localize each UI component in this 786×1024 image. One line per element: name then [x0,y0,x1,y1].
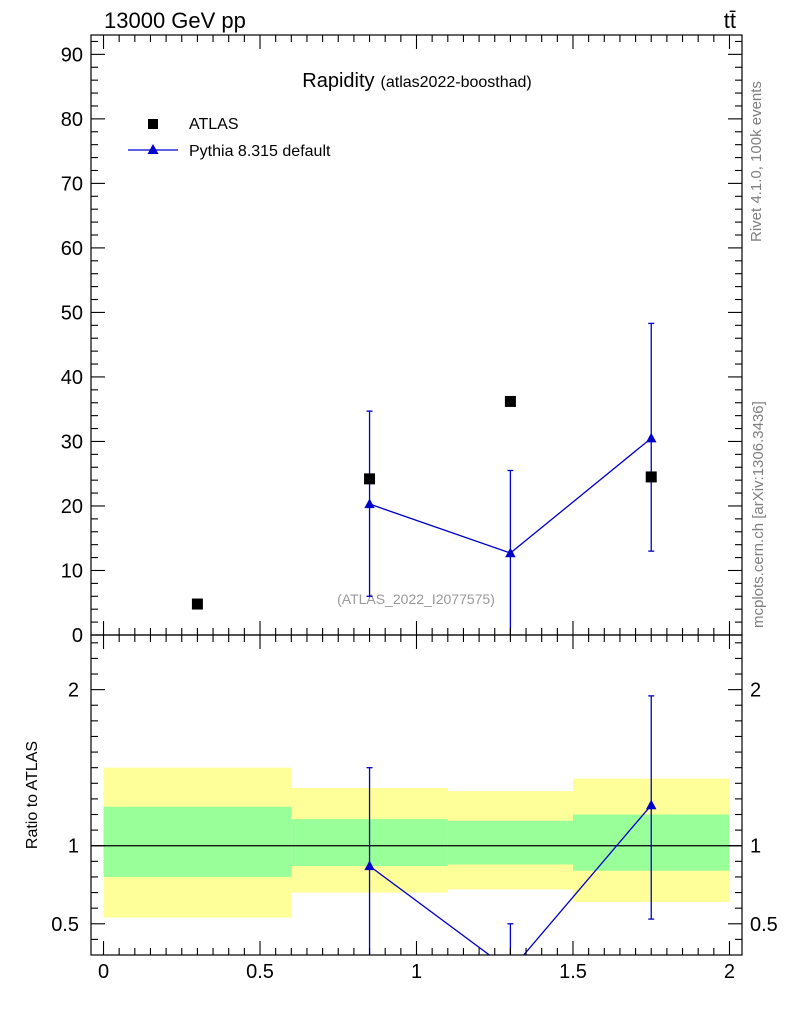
mc-point [364,498,375,509]
legend-atlas-label: ATLAS [189,116,239,133]
atlas-data-point [645,471,657,483]
mc-series [364,322,657,635]
plot-title: Rapidity (atlas2022-boosthad) [302,70,531,92]
main-ytick-label: 70 [61,173,83,195]
band-inner-2 [447,820,573,865]
main-ytick-label: 80 [61,109,83,131]
legend: ATLAS Pythia 8.315 default [128,116,331,160]
rivet-version-label: Rivet 4.1.0, 100k events [748,81,765,242]
main-ytick-label: 30 [61,431,83,453]
xtick-label: 1 [411,961,422,983]
data-series [191,395,657,610]
title-sub: (atlas2022-boosthad) [381,74,532,91]
xtick-label: 1.5 [559,961,587,983]
uncertainty-bands [103,767,730,918]
ratio-ytick-label-right: 2 [750,680,761,702]
xtick-label: 2 [724,961,735,983]
legend-mc-label: Pythia 8.315 default [189,143,331,160]
ratio-mc-line [369,804,652,955]
main-ytick-label: 90 [61,44,83,66]
title-main: Rapidity [302,70,374,92]
band-inner-0 [103,806,292,877]
atlas-data-point [191,598,203,610]
main-ytick-label: 60 [61,238,83,260]
ratio-mc-point [505,965,515,975]
xtick-label: 0 [98,961,109,983]
ratio-ytick-label-right: 1 [750,836,761,858]
main-ytick-label: 0 [72,625,83,647]
ratio-mc-point [646,799,657,810]
ratio-mc-point [364,860,375,871]
ratio-ytick-label: 1 [68,836,79,858]
main-ytick-label: 20 [61,496,83,518]
ratio-axis-label: Ratio to ATLAS [24,741,41,849]
analysis-watermark: (ATLAS_2022_I2077575) [337,591,495,607]
ratio-ytick-label-right: 0.5 [750,914,778,936]
atlas-data-point [504,395,516,407]
mcplots-label: mcplots.cern.ch [arXiv:1306.3436] [750,401,767,628]
atlas-data-point [364,473,376,485]
xtick-label: 0.5 [246,961,274,983]
legend-mc-marker [147,144,159,154]
ratio-ytick-label: 2 [68,680,79,702]
mc-point [505,547,516,558]
energy-label: 13000 GeV pp [104,8,246,33]
ratio-mc-series [364,695,657,975]
main-ytick-label: 50 [61,302,83,324]
main-ytick-label: 10 [61,560,83,582]
legend-atlas-marker [148,119,158,129]
process-label: tt̄ [724,8,736,33]
mc-point [646,432,657,443]
main-ytick-label: 40 [61,367,83,389]
ratio-ytick-label: 0.5 [51,914,79,936]
